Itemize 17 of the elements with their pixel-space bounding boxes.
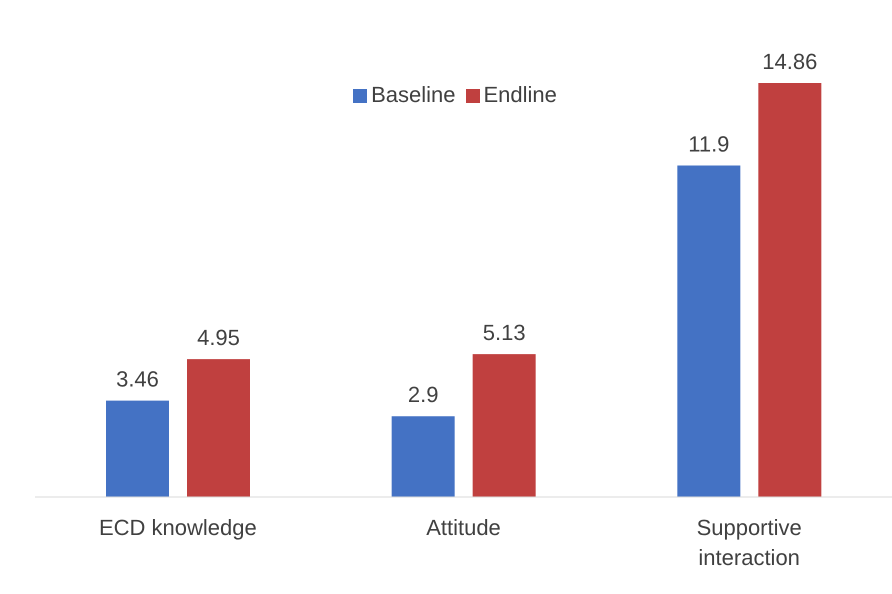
legend-label: Endline [484, 82, 557, 107]
data-label: 4.95 [197, 325, 240, 350]
data-label: 11.9 [688, 131, 730, 156]
bar [758, 83, 822, 497]
bar [187, 359, 250, 497]
bar [106, 400, 169, 497]
x-tick-label: ECD knowledge [98, 515, 257, 540]
bar [677, 165, 740, 497]
bar [392, 416, 455, 497]
x-tick-label: Attitude [426, 515, 501, 540]
x-tick-label: Supportive interaction [696, 515, 802, 570]
data-label: 5.13 [482, 320, 526, 346]
data-label: 3.46 [116, 366, 159, 392]
data-label: 14.86 [762, 49, 818, 74]
bar [472, 354, 536, 497]
legend-label: Baseline [371, 82, 456, 107]
data-label: 2.9 [408, 382, 438, 408]
